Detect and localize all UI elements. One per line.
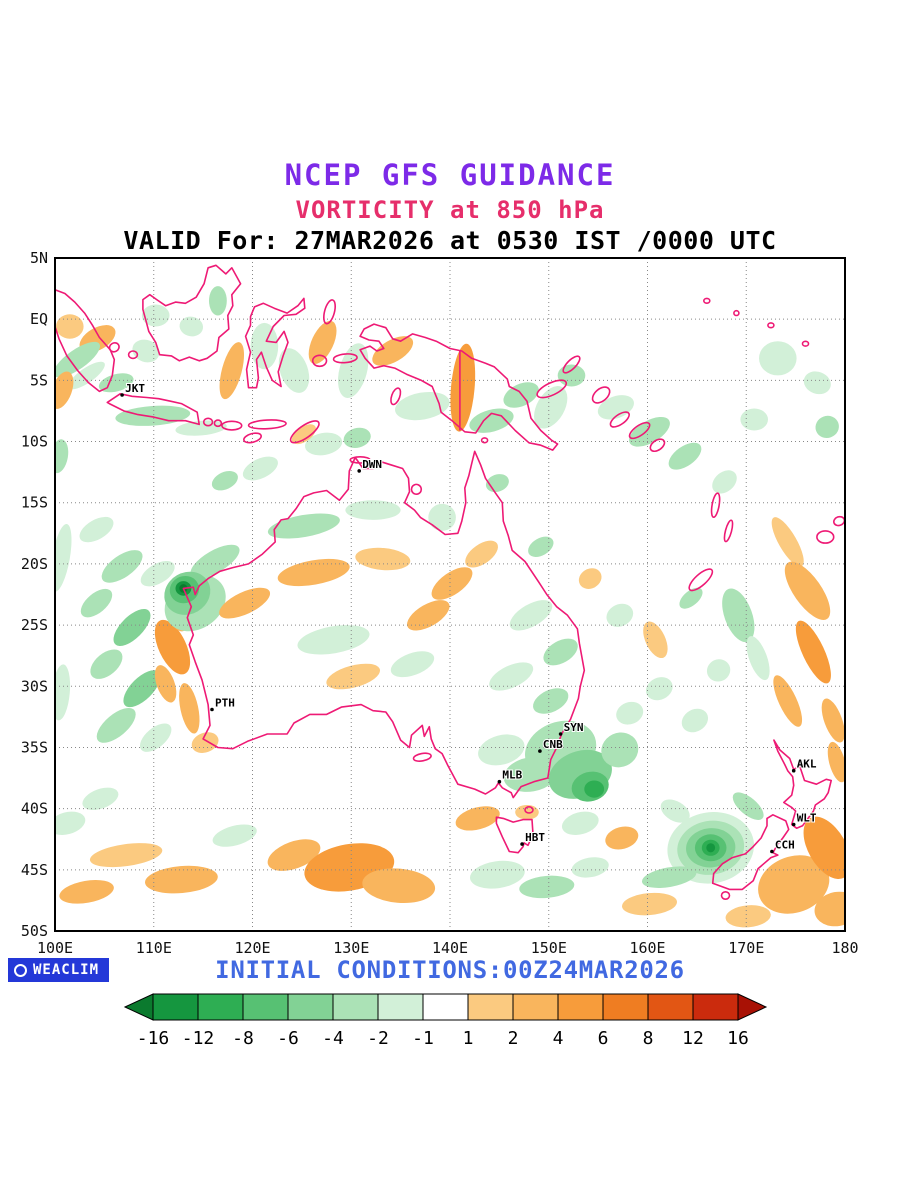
initial-conditions-text: INITIAL CONDITIONS:00Z24MAR2026 (215, 956, 685, 984)
colorbar-label: 1 (463, 1028, 474, 1049)
colorbar-label: -12 (182, 1028, 215, 1049)
city-dot (210, 707, 214, 712)
x-axis-label: 140E (432, 939, 468, 957)
vorticity-fill-layer (55, 286, 845, 928)
colorbar-label: -6 (277, 1028, 299, 1049)
y-axis-label: 45S (21, 861, 48, 879)
coastlines (55, 264, 845, 900)
colorbar-segment (647, 993, 694, 1021)
city-label: WLT (797, 812, 817, 825)
colorbar-label: -16 (137, 1028, 170, 1049)
colorbar-segment (377, 993, 424, 1021)
colorbar-segment (332, 993, 379, 1021)
colorbar-label: -2 (367, 1028, 389, 1049)
city-dot (497, 779, 502, 784)
colorbar-right-arrow (737, 993, 768, 1021)
city-label: SYN (564, 721, 584, 734)
y-axis-label: 15S (21, 494, 48, 512)
x-axis-label: 160E (629, 939, 665, 957)
city-label: CCH (775, 839, 795, 852)
y-axis-label: 10S (21, 433, 48, 451)
city-dot (558, 732, 563, 736)
city-dot (357, 469, 362, 473)
y-axis-label: 25S (21, 616, 48, 634)
city-dot (120, 393, 124, 397)
x-axis-label: 120E (234, 939, 270, 957)
x-axis-label: 130E (333, 939, 369, 957)
colorbar: -16 -12 -8 -6 -4 -2 -1 1 2 4 6 8 12 16 (123, 993, 768, 1049)
title-variable: VORTICITY at 850 hPa (295, 196, 605, 224)
y-axis-label: 5S (30, 371, 48, 389)
colorbar-segment (467, 993, 514, 1021)
city-dot (791, 768, 796, 773)
colorbar-label: 8 (643, 1028, 654, 1049)
x-axis-label: 170E (728, 939, 764, 957)
title-model: NCEP GFS GUIDANCE (284, 158, 616, 192)
colorbar-segment (287, 993, 334, 1021)
colorbar-label: -1 (412, 1028, 434, 1049)
y-axis-label: EQ (30, 310, 48, 328)
city-label: PTH (215, 697, 235, 710)
city-label: MLB (502, 769, 522, 782)
colorbar-label: 6 (598, 1028, 609, 1049)
colorbar-label: -4 (322, 1028, 344, 1049)
colorbar-label: -8 (232, 1028, 254, 1049)
map-frame (54, 257, 846, 932)
x-axis-label: 100E (37, 939, 73, 957)
city-dot (538, 749, 542, 753)
y-axis-label: 30S (21, 677, 48, 695)
logo-circle-icon (14, 963, 27, 977)
city-label: CNB (543, 738, 563, 751)
colorbar-label: 12 (682, 1028, 704, 1049)
title-valid-time: VALID For: 27MAR2026 at 0530 IST /0000 U… (123, 226, 777, 255)
city-dot (791, 822, 796, 827)
x-axis-label: 110E (136, 939, 172, 957)
colorbar-left-arrow (123, 993, 154, 1021)
y-axis-label: 20S (21, 555, 48, 573)
city-dot (770, 849, 774, 854)
y-axis-label: 40S (21, 800, 48, 818)
colorbar-segment (422, 993, 469, 1021)
colorbar-label: 4 (553, 1028, 564, 1049)
colorbar-segment (692, 993, 739, 1021)
x-axis-label: 150E (531, 939, 567, 957)
colorbar-segment (602, 993, 649, 1021)
colorbar-segment (197, 993, 244, 1021)
city-label: HBT (525, 831, 545, 844)
colorbar-segment (557, 993, 604, 1021)
colorbar-segment (242, 993, 289, 1021)
y-axis-label: 5N (30, 250, 48, 267)
logo-text: WEACLIM (33, 962, 100, 978)
colorbar-label: 2 (508, 1028, 519, 1049)
colorbar-segment (152, 993, 199, 1021)
city-label: JKT (125, 382, 145, 395)
city-label: DWN (362, 458, 382, 471)
city-dot (520, 842, 524, 846)
colorbar-label: 16 (727, 1028, 749, 1049)
x-axis-label: 180 (831, 939, 858, 957)
y-axis-label: 50S (21, 922, 48, 940)
y-axis-label: 35S (21, 739, 48, 757)
graticule (55, 258, 845, 931)
city-label: AKL (797, 758, 817, 771)
colorbar-segment (512, 993, 559, 1021)
weaclim-logo: WEACLIM (8, 958, 110, 982)
